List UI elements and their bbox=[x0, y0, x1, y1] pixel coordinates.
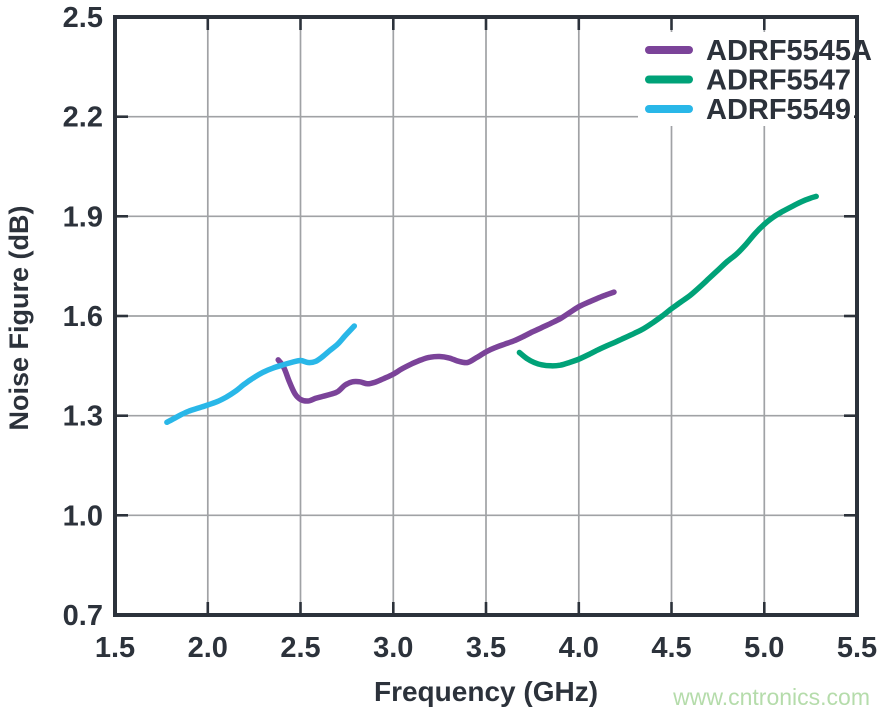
plot-frame bbox=[113, 15, 859, 617]
x-tick-label: 3.5 bbox=[466, 632, 506, 664]
x-tick-labels: 1.5 2.0 2.5 3.0 3.5 4.0 4.5 5.0 5.5 bbox=[95, 632, 877, 664]
x-tick-label: 3.0 bbox=[373, 632, 413, 664]
y-tick-label: 2.5 bbox=[63, 2, 103, 34]
y-tick-label: 1.6 bbox=[63, 301, 103, 333]
x-tick-label: 2.5 bbox=[280, 632, 320, 664]
series-line-adrf5547 bbox=[516, 193, 819, 369]
legend-label-adrf5549: ADRF5549 bbox=[706, 94, 851, 126]
x-axis-title: Frequency (GHz) bbox=[374, 676, 598, 707]
series-line-adrf5545a bbox=[275, 289, 617, 404]
x-tick-label: 5.0 bbox=[744, 632, 784, 664]
y-tick-label: 1.3 bbox=[63, 401, 103, 433]
y-tick-label: 2.2 bbox=[63, 102, 103, 134]
y-tick-labels: 0.7 1.0 1.3 1.6 1.9 2.2 2.5 bbox=[63, 2, 103, 632]
series-line-adrf5549 bbox=[164, 323, 358, 426]
x-tick-label: 1.5 bbox=[95, 632, 135, 664]
y-tick-label: 1.0 bbox=[63, 500, 103, 532]
y-tick-label: 1.9 bbox=[63, 201, 103, 233]
legend-label-adrf5545a: ADRF5545A bbox=[706, 35, 872, 67]
axis-ticks bbox=[115, 17, 857, 615]
legend-label-adrf5547: ADRF5547 bbox=[706, 65, 851, 97]
x-tick-label: 2.0 bbox=[188, 632, 228, 664]
y-tick-label: 0.7 bbox=[63, 600, 103, 632]
y-axis-title: Noise Figure (dB) bbox=[4, 205, 34, 430]
watermark-text: www.cntronics.com bbox=[672, 684, 870, 710]
x-tick-label: 5.5 bbox=[837, 632, 877, 664]
x-tick-label: 4.5 bbox=[651, 632, 691, 664]
x-tick-label: 4.0 bbox=[559, 632, 599, 664]
series-lines bbox=[164, 193, 819, 426]
